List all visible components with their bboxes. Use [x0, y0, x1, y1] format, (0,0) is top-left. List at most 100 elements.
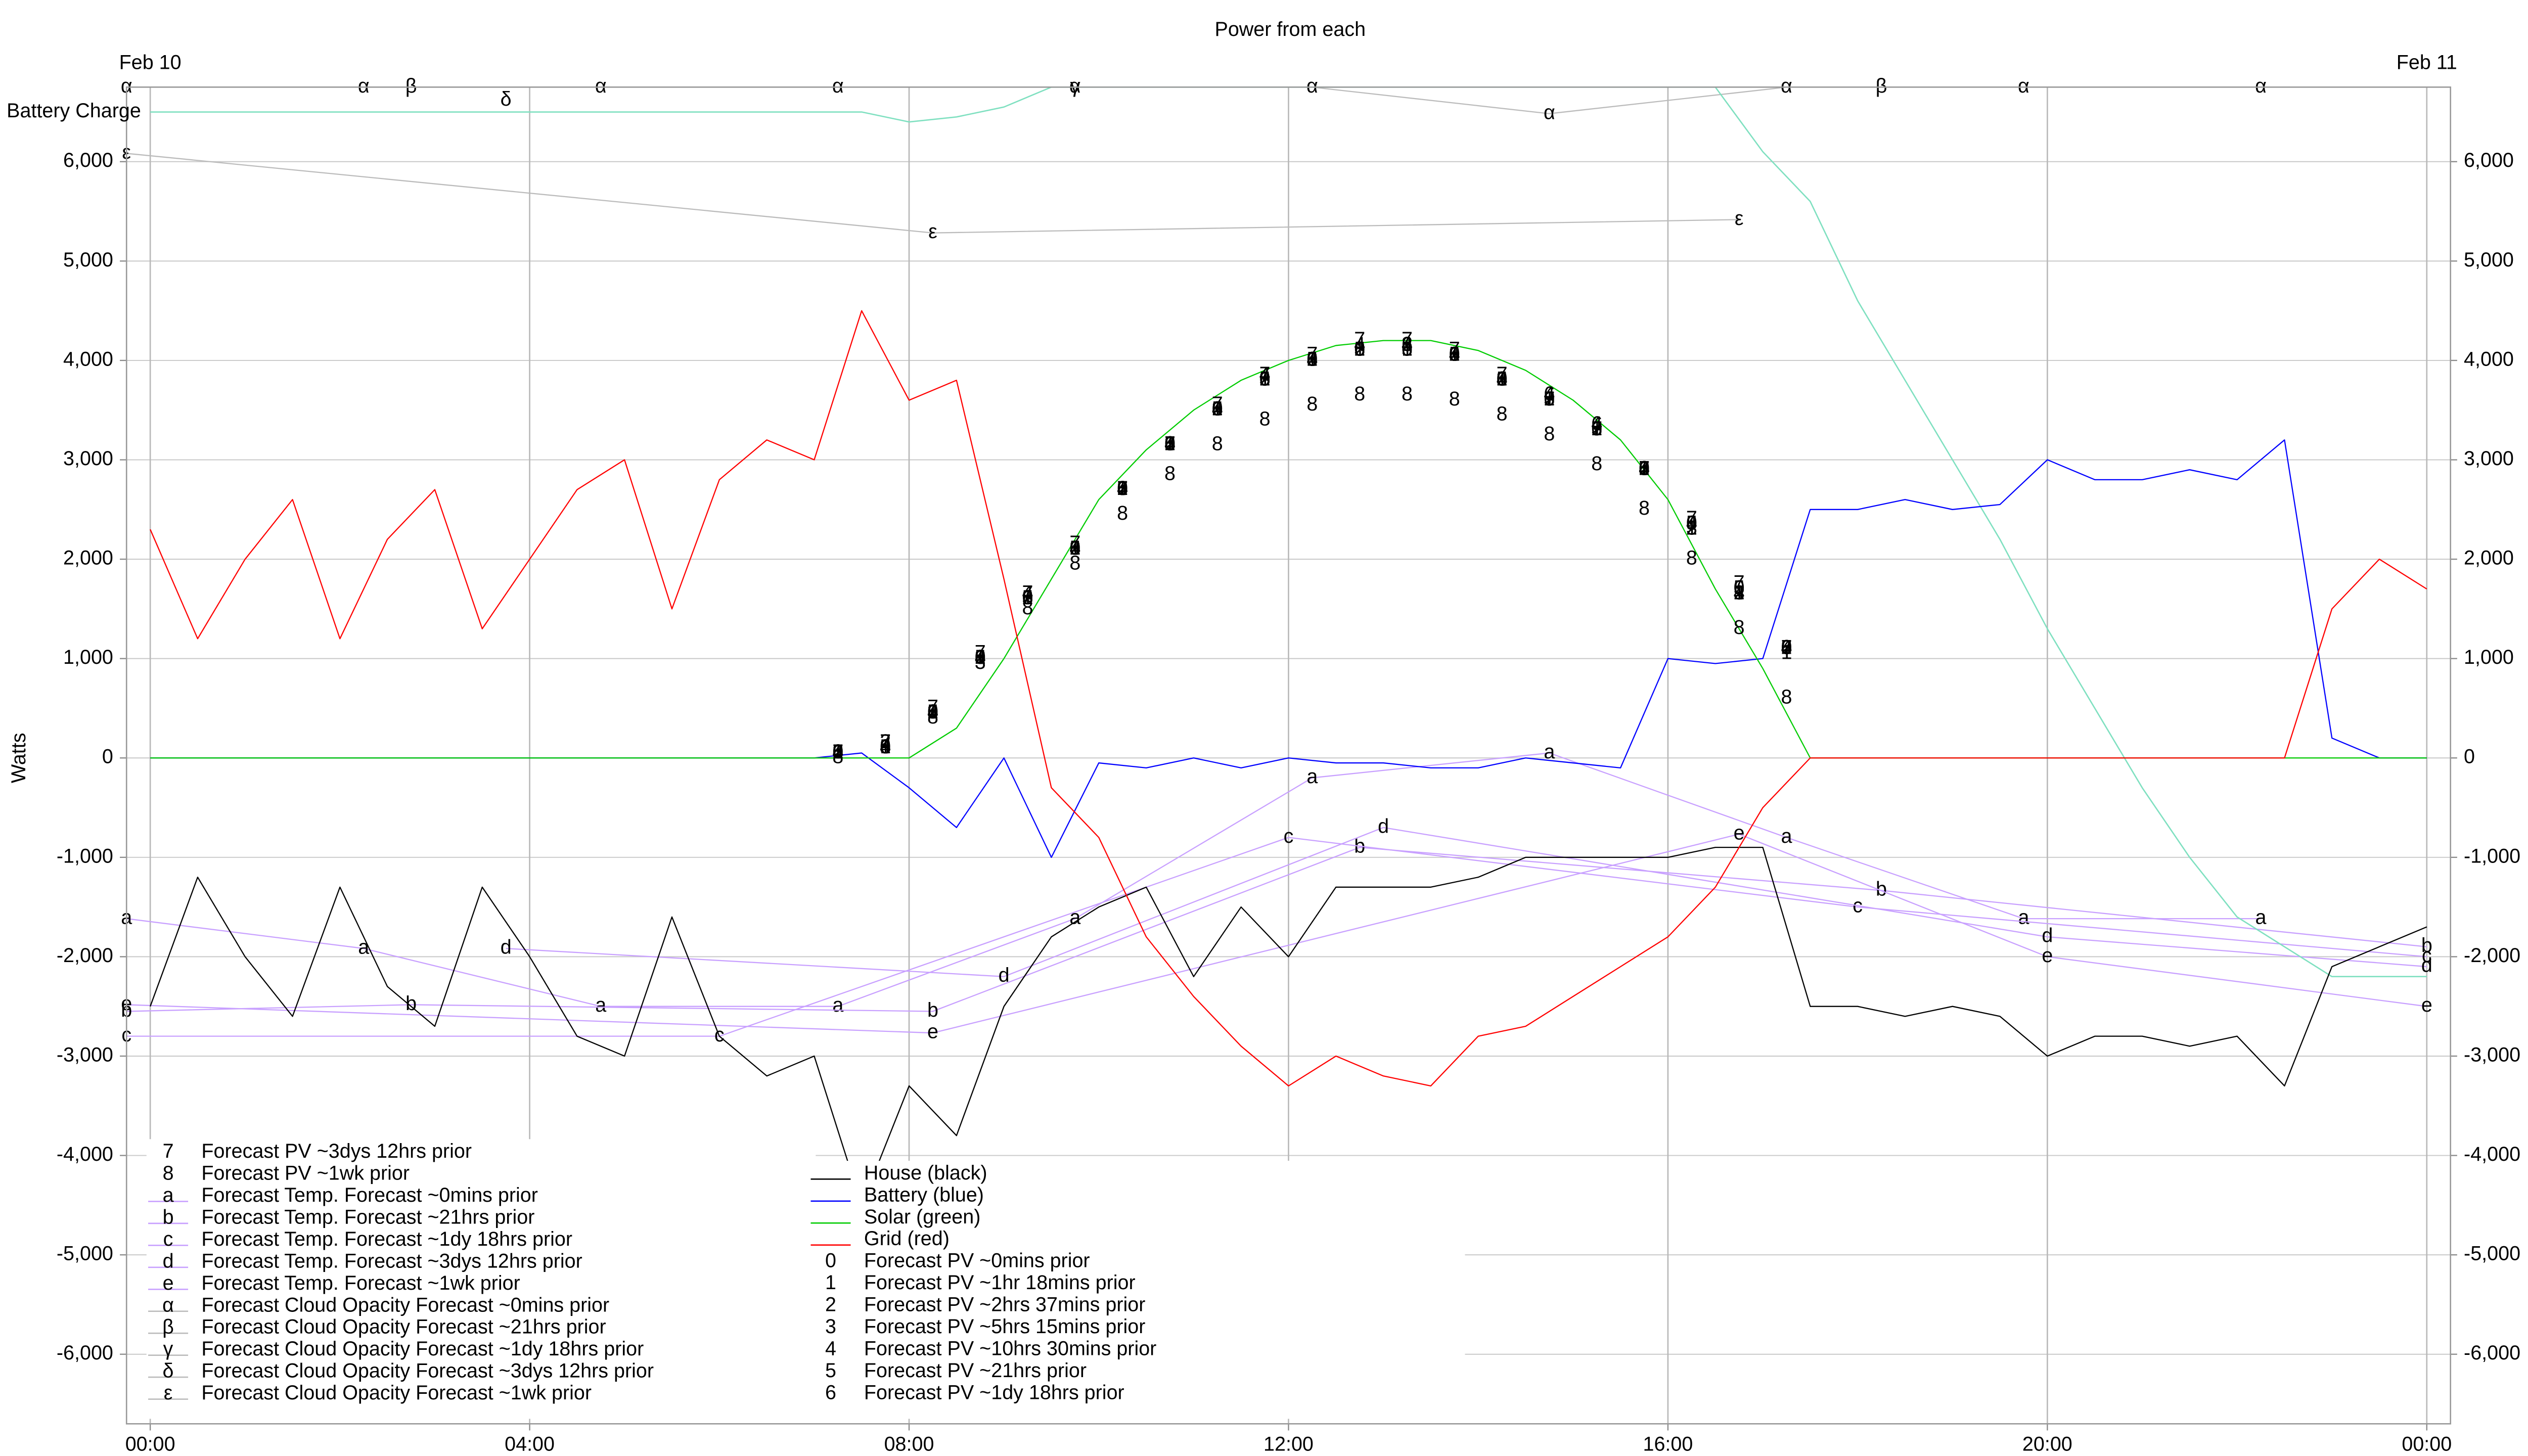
pv-forecast-marker: 2 — [1449, 343, 1460, 366]
pv-forecast-marker: 0 — [1354, 338, 1365, 360]
temp-forecast-marker: e — [2421, 994, 2432, 1016]
pv-forecast-marker: 8 — [1022, 597, 1033, 619]
pv-forecast-marker: 8 — [1639, 497, 1650, 519]
pv-forecast-marker: 0 — [1639, 458, 1650, 480]
legend-symbol: 2 — [825, 1294, 836, 1316]
pv-forecast-marker: 4 — [1544, 383, 1555, 405]
pv-forecast-marker: 3 — [832, 741, 843, 763]
cloud-forecast-line — [126, 153, 1739, 234]
cloud-forecast-marker: α — [2255, 75, 2267, 97]
pv-forecast-marker: 7 — [975, 641, 986, 663]
pv-forecast-marker: 1 — [880, 736, 891, 758]
legend-label: Forecast Temp. Forecast ~3dys 12hrs prio… — [201, 1250, 582, 1272]
pv-forecast-marker: 3 — [1022, 586, 1033, 609]
date-label: Feb 10 — [119, 52, 182, 74]
pv-forecast-marker: 8 — [880, 736, 891, 758]
pv-forecast-marker: 1 — [1306, 348, 1318, 370]
pv-forecast-marker: 3 — [1306, 348, 1318, 370]
cloud-forecast-marker: α — [1544, 101, 1555, 123]
legend-label: Battery (blue) — [864, 1184, 984, 1206]
legend-label: Forecast PV ~1dy 18hrs prior — [864, 1381, 1124, 1403]
temp-forecast-marker: a — [2255, 906, 2267, 929]
pv-forecast-marker: 6 — [1781, 636, 1792, 658]
pv-forecast-marker: 0 — [880, 736, 891, 758]
pv-forecast-marker: 5 — [1212, 398, 1223, 420]
battery-charge-label: Battery Charge — [7, 100, 141, 122]
pv-forecast-marker: 3 — [975, 651, 986, 673]
pv-forecast-marker: 7 — [1354, 328, 1365, 350]
legend-label: Forecast Temp. Forecast ~1dy 18hrs prior — [201, 1228, 572, 1250]
x-tick-label: 20:00 — [2022, 1433, 2072, 1455]
legend-label: Forecast PV ~21hrs prior — [864, 1359, 1087, 1382]
pv-forecast-marker: 0 — [1781, 636, 1792, 658]
pv-forecast-marker: 3 — [1591, 418, 1602, 440]
legend-box — [812, 1161, 1465, 1419]
y2-tick-label: -2,000 — [2464, 944, 2520, 967]
pv-forecast-marker: 5 — [1022, 586, 1033, 609]
y2-tick-label: 0 — [2464, 746, 2475, 768]
legend-label: Forecast PV ~1hr 18mins prior — [864, 1271, 1136, 1294]
pv-forecast-marker: 7 — [1544, 388, 1555, 410]
legend-symbol: 3 — [825, 1315, 836, 1338]
pv-forecast-marker: 0 — [1259, 368, 1271, 390]
pv-forecast-marker: 3 — [1639, 458, 1650, 480]
pv-forecast-marker: 3 — [1781, 636, 1792, 658]
pv-forecast-marker: 6 — [1449, 343, 1460, 366]
y-tick-label: -2,000 — [57, 944, 113, 967]
pv-forecast-marker: 5 — [1117, 477, 1128, 499]
pv-forecast-marker: 4 — [1402, 333, 1413, 355]
pv-forecast-marker: 2 — [1781, 636, 1792, 658]
pv-forecast-marker: 2 — [1639, 458, 1650, 480]
pv-forecast-marker: 4 — [1781, 636, 1792, 658]
pv-forecast-marker: 5 — [832, 741, 843, 763]
y2-tick-label: -3,000 — [2464, 1043, 2520, 1066]
pv-forecast-marker: 1 — [1354, 338, 1365, 360]
temp-forecast-marker: d — [2042, 925, 2053, 947]
y-tick-label: 4,000 — [63, 348, 113, 370]
pv-forecast-marker: 0 — [1734, 576, 1745, 599]
pv-forecast-marker: 7 — [832, 741, 843, 763]
pv-forecast-marker: 2 — [1734, 581, 1745, 604]
pv-forecast-marker: 0 — [1544, 388, 1555, 410]
pv-forecast-marker: 2 — [1354, 338, 1365, 360]
legend-label: Forecast Cloud Opacity Forecast ~0mins p… — [201, 1294, 609, 1316]
temp-forecast-line — [126, 833, 2427, 1034]
series-line — [150, 846, 2427, 1206]
y2-tick-label: 2,000 — [2464, 547, 2514, 569]
pv-forecast-marker: 7 — [1449, 338, 1460, 360]
pv-forecast-marker: 4 — [1259, 363, 1271, 385]
legend-symbol: a — [163, 1184, 174, 1206]
pv-forecast-marker: 7 — [1306, 343, 1318, 366]
pv-forecast-marker: 6 — [975, 646, 986, 668]
pv-forecast-marker: 7 — [1164, 432, 1176, 454]
pv-forecast-marker: 5 — [1164, 432, 1176, 454]
pv-forecast-marker: 8 — [927, 706, 938, 728]
pv-forecast-marker: 2 — [1591, 418, 1602, 440]
pv-forecast-marker: 5 — [1686, 512, 1697, 534]
temp-forecast-marker: d — [501, 936, 512, 959]
pv-forecast-marker: 5 — [1449, 343, 1460, 366]
y-tick-label: -5,000 — [57, 1243, 113, 1265]
temp-forecast-marker: a — [1306, 765, 1318, 788]
cloud-forecast-marker: γ — [1070, 75, 1080, 97]
y-axis-label: Watts — [8, 733, 30, 783]
y2-tick-label: 1,000 — [2464, 646, 2514, 668]
y2-tick-label: 6,000 — [2464, 149, 2514, 171]
y-tick-label: -6,000 — [57, 1342, 113, 1364]
legend-label: Grid (red) — [864, 1227, 950, 1250]
pv-forecast-marker: 0 — [1686, 512, 1697, 534]
legend-symbol: c — [163, 1228, 173, 1250]
pv-forecast-marker: 7 — [1686, 507, 1697, 529]
cloud-forecast-marker: β — [405, 75, 417, 97]
legend-label: House (black) — [864, 1162, 987, 1184]
legend-symbol: 1 — [825, 1271, 836, 1294]
pv-forecast-marker: 0 — [1306, 348, 1318, 370]
pv-forecast-marker: 6 — [1212, 398, 1223, 420]
pv-forecast-marker: 2 — [975, 646, 986, 668]
cloud-forecast-marker: α — [1306, 75, 1318, 97]
pv-forecast-marker: 2 — [1164, 432, 1176, 454]
pv-forecast-marker: 4 — [880, 736, 891, 758]
temp-forecast-marker: a — [358, 936, 369, 959]
pv-forecast-marker: 1 — [1591, 418, 1602, 440]
